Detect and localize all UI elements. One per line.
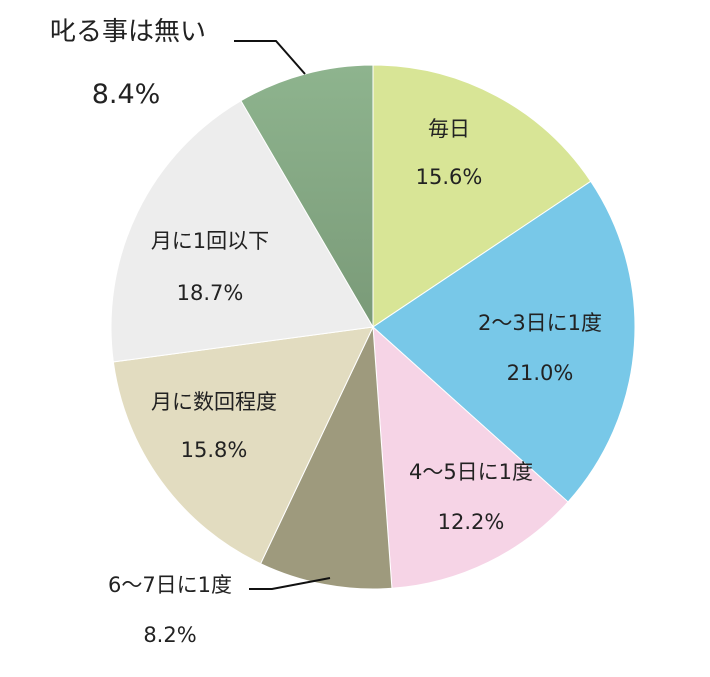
- pie-slice-6: [110, 100, 374, 363]
- pie-slices: [110, 64, 636, 590]
- slice-label-5: 月に数回程度: [151, 390, 277, 414]
- slice-labels: 毎日 15.6% 2～3日に1度 21.0% 4～5日に1度 12.2% 6～7日に1度 8.…: [50, 17, 602, 647]
- slice-label-3: 4～5日に1度: [409, 460, 533, 484]
- slice-value-6: 18.7%: [177, 281, 244, 305]
- slice-value-1: 15.6%: [416, 165, 483, 189]
- leader-line-none: [234, 40, 306, 75]
- slice-label-4: 6～7日に1度: [108, 573, 232, 597]
- pie-slice-3: [372, 325, 569, 589]
- pie-slice-4: [259, 325, 393, 590]
- slice-label-6: 月に1回以下: [151, 229, 269, 253]
- slice-label-7: 叱る事は無い: [50, 17, 206, 47]
- pie-slice-1: [372, 64, 592, 328]
- slice-label-2: 2～3日に1度: [478, 311, 602, 335]
- pie-slice-2: [372, 180, 636, 503]
- slice-label-1: 毎日: [428, 117, 470, 141]
- pie-slice-5: [112, 326, 374, 565]
- slice-value-7: 8.4%: [92, 79, 161, 110]
- slice-value-3: 12.2%: [438, 510, 505, 534]
- slice-value-4: 8.2%: [143, 623, 196, 647]
- slice-value-5: 15.8%: [181, 438, 248, 462]
- leader-lines: [234, 40, 331, 590]
- leader-line-6-7: [249, 577, 331, 590]
- slice-value-2: 21.0%: [507, 361, 574, 385]
